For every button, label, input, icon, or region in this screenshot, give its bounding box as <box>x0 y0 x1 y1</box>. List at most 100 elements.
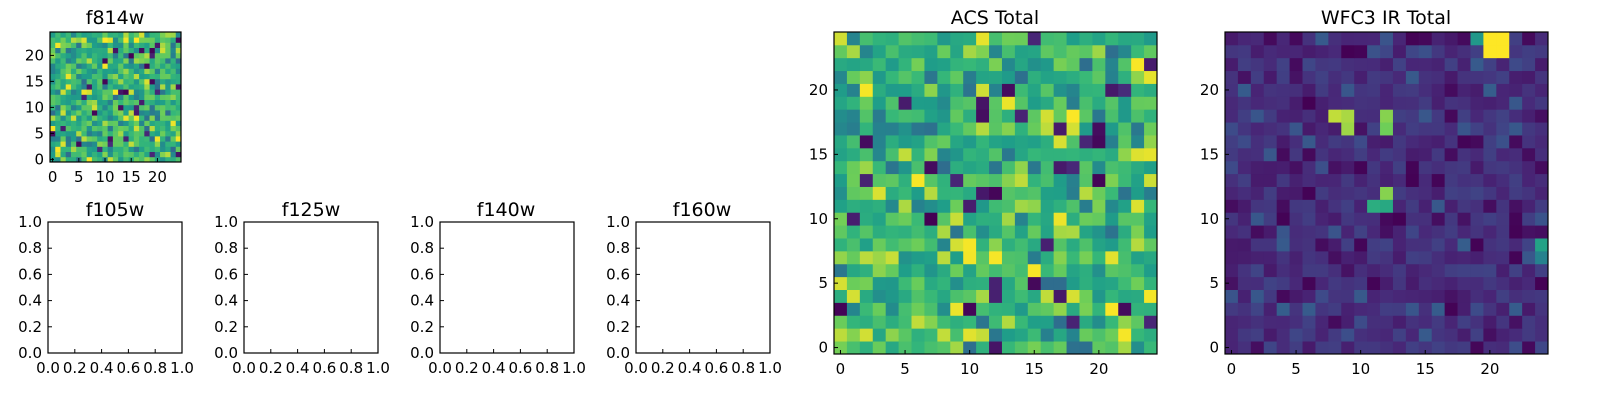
heatmap-cell <box>1225 302 1239 316</box>
heatmap-cell <box>1001 96 1016 110</box>
heatmap-cell <box>81 125 88 132</box>
heatmap-cell <box>175 89 182 95</box>
x-tick-label: 0.4 <box>678 359 702 377</box>
heatmap-cell <box>1237 341 1252 355</box>
heatmap-cell <box>1535 173 1549 187</box>
heatmap-cell <box>144 130 150 137</box>
heatmap-cell <box>1250 135 1265 149</box>
heatmap-cell <box>139 52 145 59</box>
heatmap-cell <box>1105 147 1119 162</box>
heatmap-cell <box>123 104 129 111</box>
heatmap-cell <box>859 250 874 265</box>
heatmap-cell <box>102 125 109 132</box>
heatmap-cell <box>989 276 1003 290</box>
heatmap-cell <box>160 125 166 132</box>
heatmap-cell <box>1483 70 1497 84</box>
heatmap-cell <box>139 115 145 121</box>
heatmap-cell <box>1328 250 1342 265</box>
heatmap-cell <box>963 302 977 316</box>
heatmap-cell <box>118 32 124 38</box>
heatmap-cell <box>1418 238 1433 252</box>
heatmap-cell <box>1535 341 1549 355</box>
heatmap-cell <box>102 58 109 64</box>
heatmap-cell <box>859 109 874 123</box>
heatmap-cell <box>91 47 98 54</box>
heatmap-cell <box>1535 160 1549 175</box>
heatmap-cell <box>133 78 140 85</box>
heatmap-cell <box>112 68 119 74</box>
heatmap-cell <box>1315 32 1329 46</box>
heatmap-cell <box>924 238 938 252</box>
heatmap-cell <box>976 289 990 303</box>
heatmap-cell <box>1341 212 1355 226</box>
heatmap-cell <box>1014 173 1029 187</box>
heatmap-cell <box>963 315 977 329</box>
heatmap-cell <box>1405 96 1420 110</box>
heatmap-cell <box>1027 328 1042 342</box>
heatmap-cell <box>81 110 88 116</box>
heatmap-cell <box>1341 44 1355 59</box>
heatmap-cell <box>165 84 171 90</box>
heatmap-cell <box>1105 238 1119 252</box>
panel-f160w: f160w 0.0 0.2 0.4 0.6 0.8 1.00.00.20.40.60.81… <box>606 199 782 377</box>
heatmap-cell <box>1444 199 1458 213</box>
heatmap-cell <box>50 99 56 106</box>
heatmap-cell <box>1276 225 1290 239</box>
frame-f105w <box>47 221 183 354</box>
heatmap-cell <box>1392 147 1407 162</box>
heatmap-cell <box>1341 315 1355 329</box>
heatmap-cell <box>898 109 912 123</box>
heatmap-cell <box>1040 302 1055 316</box>
heatmap-cell <box>937 160 951 175</box>
heatmap-cell <box>885 341 899 355</box>
heatmap-cell <box>1118 315 1132 329</box>
heatmap-cell <box>989 173 1003 187</box>
heatmap-cell <box>170 84 177 90</box>
heatmap-cell <box>128 52 135 59</box>
x-tick-label: 0.0 <box>232 359 256 377</box>
heatmap-cell <box>70 99 77 106</box>
heatmap-cell <box>1405 135 1420 149</box>
heatmap-cell <box>1237 109 1252 123</box>
heatmap-cell <box>170 125 177 132</box>
heatmap-cell <box>911 315 925 329</box>
heatmap-cell <box>872 238 887 252</box>
heatmap-cell <box>937 32 951 46</box>
heatmap-cell <box>1053 57 1067 72</box>
heatmap-cell <box>1014 186 1029 200</box>
heatmap-cell <box>872 341 887 355</box>
heatmap-cell <box>1263 57 1278 72</box>
y-tick-label: 5 <box>818 274 828 292</box>
heatmap-cell <box>1144 328 1158 342</box>
heatmap-cell <box>898 212 912 226</box>
x-tick-label: 15 <box>1025 360 1044 378</box>
heatmap-cell <box>1405 341 1420 355</box>
heatmap-cell <box>76 146 82 152</box>
heatmap-cell <box>1066 199 1080 213</box>
heatmap-cell <box>1522 147 1536 162</box>
heatmap-cell <box>1380 328 1394 342</box>
heatmap-cell <box>170 115 177 121</box>
heatmap-cell <box>81 146 88 152</box>
heatmap-cell <box>118 130 124 137</box>
heatmap-cell <box>70 151 77 158</box>
heatmap-cell <box>1457 328 1471 342</box>
heatmap-cell <box>1483 250 1497 265</box>
heatmap-cell <box>1354 263 1368 278</box>
heatmap-cell <box>144 146 150 152</box>
heatmap-cell <box>102 141 109 147</box>
heatmap-cell <box>1118 96 1132 110</box>
heatmap-cell <box>65 68 72 74</box>
heatmap-cell <box>1418 44 1433 59</box>
heatmap-cell <box>170 99 177 106</box>
heatmap-cell <box>898 83 912 97</box>
heatmap-cell <box>149 156 156 163</box>
heatmap-cell <box>123 141 129 147</box>
heatmap-cell <box>1079 135 1093 149</box>
heatmap-cell <box>1014 32 1029 46</box>
heatmap-cell <box>1522 238 1536 252</box>
heatmap-cell <box>154 32 161 38</box>
heatmap-cell <box>1263 302 1278 316</box>
heatmap-cell <box>76 120 82 126</box>
heatmap-cell <box>1092 44 1106 59</box>
